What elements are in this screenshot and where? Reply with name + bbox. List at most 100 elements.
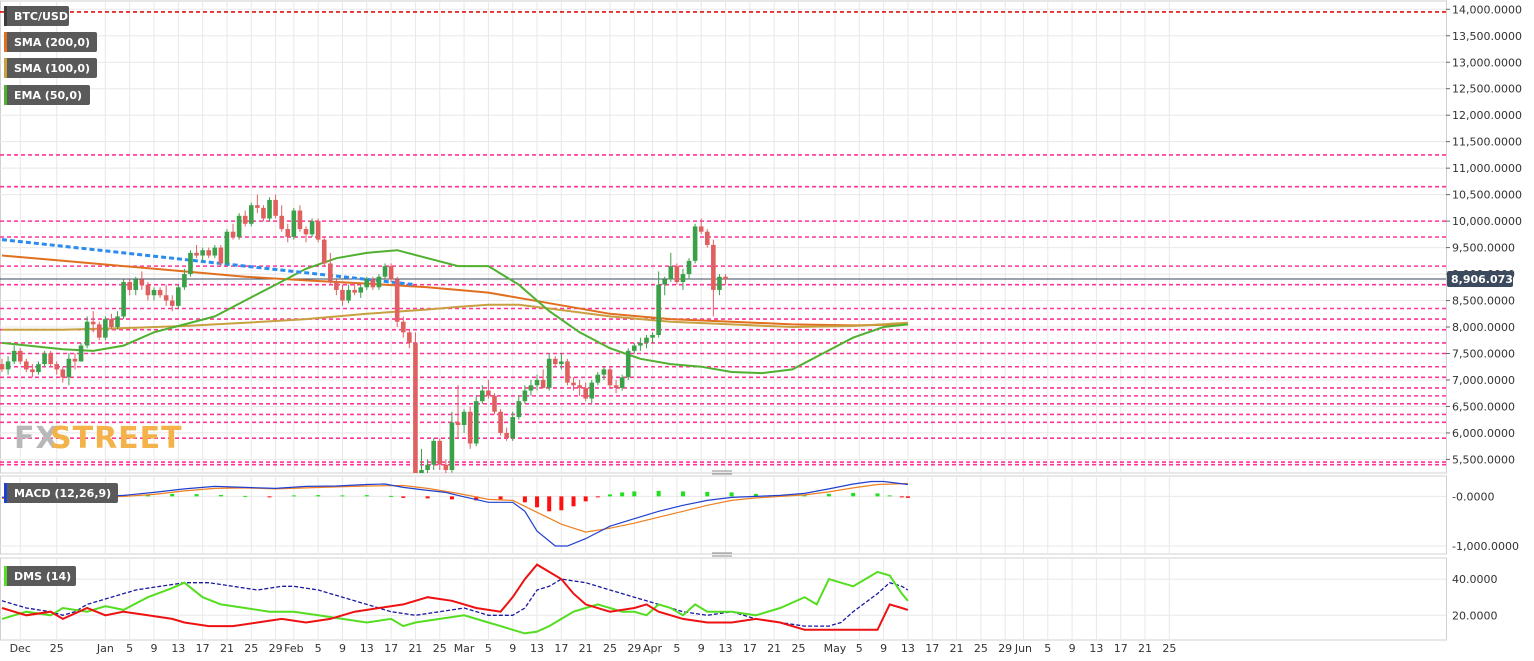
price-pane[interactable] [0,194,909,492]
candle-bull[interactable] [528,385,534,391]
candle-bear[interactable] [285,229,291,237]
candle-bear[interactable] [674,266,680,283]
legend-badge[interactable] [4,6,69,26]
candle-bull[interactable] [510,417,516,439]
candle-bear[interactable] [698,226,704,232]
candle-bull[interactable] [358,287,364,293]
candle-bull[interactable] [78,345,84,362]
candle-bear[interactable] [370,279,376,288]
candle-bear[interactable] [711,244,716,290]
candle-bear[interactable] [169,300,175,306]
candle-bull[interactable] [522,390,528,402]
dms-pane[interactable] [1,563,909,635]
candle-bull[interactable] [601,369,607,375]
candle-bear[interactable] [407,332,412,343]
candle-bear[interactable] [218,247,224,264]
candle-bear[interactable] [315,221,321,240]
candle-bear[interactable] [540,379,546,388]
legend-badge[interactable] [4,32,97,52]
candle-bull[interactable] [267,199,272,219]
candle-bear[interactable] [607,369,613,386]
candle-bear[interactable] [230,231,236,237]
candle-bull[interactable] [291,210,297,237]
candle-bear[interactable] [400,321,406,333]
candle-bear[interactable] [455,422,461,425]
candle-bull[interactable] [224,231,230,264]
candle-bear[interactable] [467,411,473,444]
candle-bear[interactable] [413,342,418,486]
candle-bear[interactable] [163,295,169,301]
candle-bear[interactable] [139,279,145,285]
candle-bull[interactable] [66,358,72,378]
candle-bear[interactable] [194,252,199,256]
candle-bull[interactable] [662,279,668,285]
candle-bear[interactable] [552,358,558,365]
legend-badge[interactable] [4,58,97,78]
candle-bull[interactable] [212,247,218,256]
candle-bull[interactable] [382,266,388,277]
candle-bear[interactable] [394,279,400,322]
candle-bull[interactable] [200,250,205,256]
candle-bull[interactable] [619,377,625,388]
candle-bull[interactable] [644,337,649,343]
candle-bear[interactable] [261,207,266,219]
candle-bull[interactable] [42,353,47,365]
candle-bull[interactable] [480,390,485,402]
candle-bull[interactable] [461,411,467,425]
candle-bull[interactable] [668,266,674,280]
candle-bull[interactable] [595,374,601,383]
candle-bear[interactable] [72,358,78,362]
candle-bear[interactable] [109,319,114,328]
candle-bull[interactable] [248,205,254,224]
candle-bull[interactable] [589,382,595,399]
candle-bull[interactable] [534,379,540,386]
candle-bull[interactable] [656,284,661,335]
candle-bull[interactable] [431,440,436,465]
candle-bear[interactable] [388,266,394,280]
candle-bull[interactable] [236,215,242,237]
candle-bear[interactable] [60,369,66,378]
candle-bear[interactable] [157,289,163,296]
legend-badge[interactable] [4,85,90,105]
candle-bull[interactable] [686,260,692,275]
macd-pane[interactable] [1,480,910,547]
candle-bull[interactable] [176,287,181,306]
candle-bull[interactable] [36,364,41,373]
candle-bull[interactable] [151,289,157,296]
candle-bear[interactable] [273,199,278,216]
candle-bear[interactable] [723,276,728,280]
candle-bear[interactable] [437,440,443,465]
candle-bull[interactable] [680,274,686,283]
pane-resize-handle-1[interactable] [712,470,732,475]
candle-bull[interactable] [425,464,430,470]
candle-bear[interactable] [334,282,339,290]
candle-bull[interactable] [516,401,522,418]
candle-bear[interactable] [443,464,449,470]
candle-bear[interactable] [352,289,357,293]
candle-bull[interactable] [376,276,382,288]
candle-bear[interactable] [565,361,570,383]
candle-bear[interactable] [303,229,309,235]
candle-bear[interactable] [145,284,151,296]
candle-bear[interactable] [90,321,96,325]
candle-bull[interactable] [309,221,315,235]
candle-bull[interactable] [5,361,11,370]
candle-bear[interactable] [0,364,5,370]
candle-bear[interactable] [498,411,503,433]
candle-bull[interactable] [559,361,564,365]
candle-bear[interactable] [504,432,509,439]
candle-bear[interactable] [96,324,102,338]
candle-bear[interactable] [127,282,132,290]
candle-bull[interactable] [84,321,90,346]
candle-bull[interactable] [449,422,455,470]
pane-resize-handle-2[interactable] [712,552,732,557]
candle-bear[interactable] [30,369,35,373]
candle-bear[interactable] [583,387,588,399]
candle-bull[interactable] [632,345,637,351]
candle-bull[interactable] [473,401,479,444]
candle-bull[interactable] [625,350,631,378]
candle-bear[interactable] [24,361,29,370]
candle-bull[interactable] [692,226,698,261]
candle-bull[interactable] [121,282,126,317]
candle-bear[interactable] [486,390,491,396]
